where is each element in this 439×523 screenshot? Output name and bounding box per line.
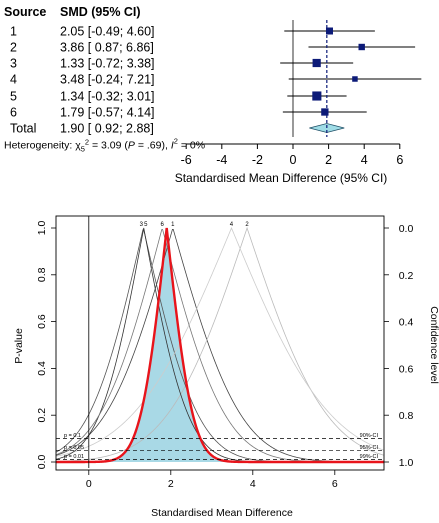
heterogeneity-text: Heterogeneity: χ52 = 3.09 (P = .69), I2 … — [4, 137, 205, 154]
x-axis-tick-label: 0 — [86, 478, 92, 490]
reference-line-p-label: p = 0.01 — [64, 454, 84, 460]
study-weight-square — [321, 108, 329, 116]
plot-frame — [55, 215, 385, 471]
reference-line-p-label: p = 0.1 — [64, 433, 81, 439]
study-pvalue-curve — [55, 229, 384, 463]
y-axis-tick-label: 0.0 — [36, 455, 48, 470]
forest-x-tick-label: 4 — [361, 153, 368, 167]
reference-line-ci-label: 90%-CI — [360, 433, 379, 439]
study-estimate-text: 3.86 [ 0.87; 6.86] — [60, 41, 154, 55]
study-pvalue-curve — [55, 229, 384, 463]
study-weight-square — [352, 76, 358, 82]
study-weight-square — [325, 27, 333, 35]
total-label: Total — [10, 122, 36, 136]
forest-x-axis-label: Standardised Mean Difference (95% CI) — [175, 171, 388, 185]
forest-x-tick-label: 6 — [396, 153, 403, 167]
study-weight-square — [312, 58, 321, 68]
study-pvalue-curve — [55, 227, 384, 463]
y-axis-tick-label: 0.8 — [36, 267, 48, 282]
x-axis-tick-label: 2 — [168, 478, 174, 490]
right-axis-tick-label: 0.0 — [399, 223, 414, 235]
study-label: 2 — [10, 41, 17, 55]
study-label: 3 — [10, 57, 17, 71]
study-label: 6 — [10, 106, 17, 120]
y-axis-tick-label: 0.2 — [36, 408, 48, 423]
study-curve-label: 6 — [161, 222, 165, 228]
pvalue-x-axis-label: Standardised Mean Difference — [151, 507, 293, 519]
right-axis-tick-label: 0.6 — [399, 363, 414, 375]
study-curve-label: 1 — [171, 222, 175, 228]
y-axis-tick-label: 0.6 — [36, 314, 48, 329]
study-estimate-text: 2.05 [-0.49; 4.60] — [60, 25, 155, 39]
study-label: 1 — [10, 25, 17, 39]
study-estimate-text: 1.34 [-0.32; 3.01] — [60, 90, 155, 104]
right-axis-tick-label: 0.4 — [399, 317, 414, 329]
forest-header-effect: SMD (95% CI) — [60, 5, 141, 19]
forest-x-tick-label: -6 — [181, 153, 192, 167]
pooled-pvalue-curve — [56, 227, 384, 464]
right-axis-tick-label: 0.8 — [399, 410, 414, 422]
forest-x-tick-label: -4 — [216, 153, 227, 167]
study-label: 5 — [10, 90, 17, 104]
forest-x-tick-label: 0 — [290, 153, 297, 167]
pvalue-y-axis-label: P-value — [13, 328, 25, 364]
total-estimate-text: 1.90 [ 0.92; 2.88] — [60, 122, 154, 136]
study-estimate-text: 3.48 [-0.24; 7.21] — [60, 73, 155, 87]
forest-x-tick-label: -2 — [252, 153, 263, 167]
confidence-level-axis-label: Confidence level — [428, 306, 439, 384]
study-label: 4 — [10, 73, 17, 87]
forest-x-tick-label: 2 — [325, 153, 332, 167]
study-weight-square — [312, 91, 322, 101]
reference-line-ci-label: 99%-CI — [360, 454, 379, 460]
y-axis-tick-label: 0.4 — [36, 361, 48, 376]
forest-plot: Source SMD (95% CI) 1 2.05 [-0.49; 4.60] 2… — [4, 5, 422, 185]
y-axis-tick-label: 1.0 — [36, 221, 48, 236]
reference-line-p-label: p = 0.05 — [64, 445, 84, 451]
study-estimate-text: 1.33 [-0.72; 3.38] — [60, 57, 155, 71]
study-curve-label: 5 — [144, 222, 148, 228]
study-pvalue-curve — [55, 229, 384, 463]
study-pvalue-curve — [55, 226, 385, 462]
x-axis-tick-label: 6 — [332, 478, 338, 490]
x-axis-tick-label: 4 — [250, 478, 256, 490]
right-axis-tick-label: 0.2 — [399, 270, 414, 282]
reference-line-ci-label: 95%-CI — [360, 445, 379, 451]
study-weight-square — [358, 43, 365, 51]
study-curve-label: 2 — [245, 222, 249, 228]
right-axis-tick-label: 1.0 — [399, 457, 414, 469]
study-pvalue-curve — [55, 226, 385, 457]
study-estimate-text: 1.79 [-0.57; 4.14] — [60, 106, 155, 120]
pooled-shaded-area — [101, 228, 233, 462]
forest-header-source: Source — [4, 5, 46, 19]
study-curve-label: 3 — [140, 222, 144, 228]
study-curve-label: 4 — [230, 222, 234, 228]
